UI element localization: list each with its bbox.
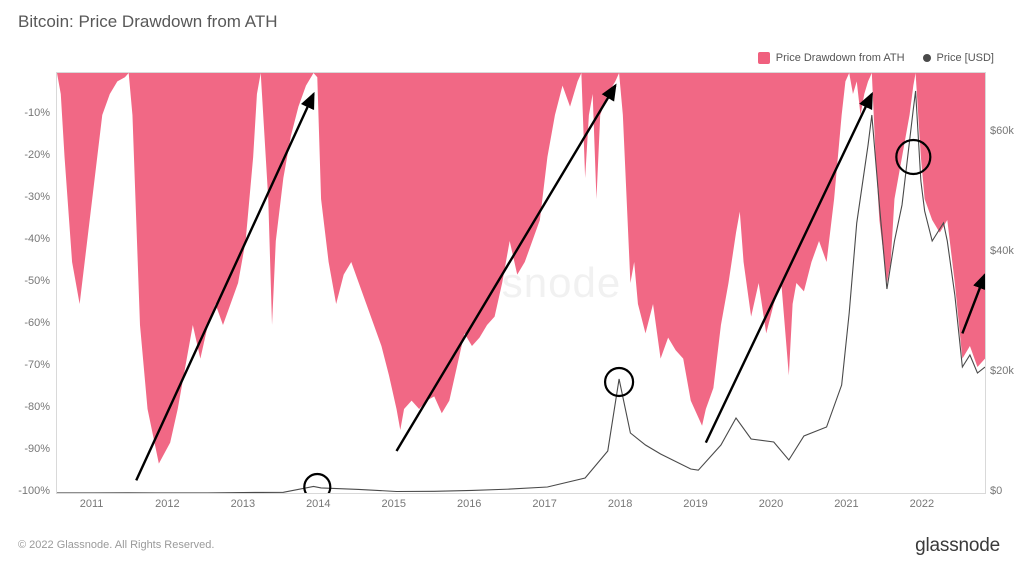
chart-title: Bitcoin: Price Drawdown from ATH — [18, 12, 277, 32]
annotation-arrow — [136, 94, 313, 480]
price-line — [57, 91, 985, 493]
y-right-tick: $40k — [990, 245, 1014, 257]
x-tick: 2021 — [834, 498, 858, 510]
legend-swatch-price — [923, 54, 931, 62]
x-tick: 2020 — [759, 498, 783, 510]
x-tick: 2014 — [306, 498, 330, 510]
legend-item-price: Price [USD] — [923, 52, 994, 64]
y-right-tick: $20k — [990, 365, 1014, 377]
annotation-arrow — [397, 86, 616, 451]
y-left-tick: -90% — [12, 443, 50, 455]
footer-brand: glassnode — [915, 535, 1000, 557]
y-left-tick: -10% — [12, 107, 50, 119]
y-left-tick: -30% — [12, 191, 50, 203]
y-left-tick: -100% — [12, 485, 50, 497]
x-tick: 2012 — [155, 498, 179, 510]
annotation-arrow — [706, 94, 872, 443]
annotation-circle — [896, 140, 930, 174]
y-left-tick: -80% — [12, 401, 50, 413]
brand-part-b: node — [959, 535, 1000, 556]
legend: Price Drawdown from ATH Price [USD] — [758, 52, 994, 64]
x-tick: 2015 — [382, 498, 406, 510]
x-tick: 2019 — [683, 498, 707, 510]
y-left-tick: -70% — [12, 359, 50, 371]
watermark-text: glassnode — [421, 259, 621, 307]
figure: Bitcoin: Price Drawdown from ATH Price D… — [0, 0, 1024, 565]
x-tick: 2016 — [457, 498, 481, 510]
x-tick: 2018 — [608, 498, 632, 510]
x-tick: 2022 — [910, 498, 934, 510]
y-left-tick: -40% — [12, 233, 50, 245]
y-left-tick: -50% — [12, 275, 50, 287]
y-right-tick: $60k — [990, 125, 1014, 137]
legend-label-price: Price [USD] — [937, 52, 994, 64]
drawdown-area — [57, 73, 985, 464]
y-left-tick: -20% — [12, 149, 50, 161]
annotation-circle — [605, 368, 633, 396]
plot-area: glassnode — [56, 72, 986, 494]
y-right-tick: $0 — [990, 485, 1002, 497]
plot-svg — [57, 73, 985, 493]
legend-swatch-drawdown — [758, 52, 770, 64]
footer-copyright: © 2022 Glassnode. All Rights Reserved. — [18, 539, 214, 551]
x-tick: 2011 — [80, 498, 104, 510]
legend-label-drawdown: Price Drawdown from ATH — [776, 52, 905, 64]
y-left-tick: -60% — [12, 317, 50, 329]
brand-part-a: glass — [915, 535, 958, 556]
x-tick: 2017 — [532, 498, 556, 510]
x-tick: 2013 — [231, 498, 255, 510]
annotation-circle — [304, 474, 330, 493]
annotation-arrow — [962, 275, 985, 334]
legend-item-drawdown: Price Drawdown from ATH — [758, 52, 905, 64]
